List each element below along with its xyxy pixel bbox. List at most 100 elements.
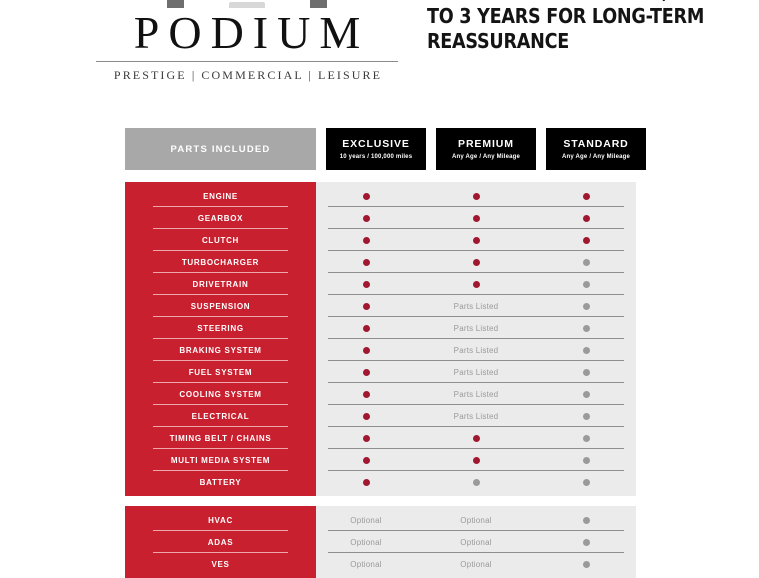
coverage-cell-standard bbox=[536, 390, 636, 398]
coverage-cell-exclusive bbox=[316, 192, 416, 200]
part-label: ADAS bbox=[207, 537, 234, 547]
brand-wordmark: PODIUM bbox=[133, 7, 370, 58]
not-covered-dot-icon bbox=[582, 390, 590, 398]
table-row bbox=[316, 207, 636, 229]
covered-dot-icon bbox=[362, 346, 370, 354]
covered-dot-icon bbox=[362, 302, 370, 310]
not-covered-dot-icon bbox=[582, 434, 590, 442]
brand-divider bbox=[96, 61, 398, 62]
part-label: HVAC bbox=[208, 515, 233, 525]
part-label: TIMING BELT / CHAINS bbox=[169, 433, 272, 443]
coverage-cell-text: Parts Listed bbox=[453, 367, 499, 377]
table-body: ENGINE GEARBOX CLUTCH TURBOCHARGER DRIVETRAI… bbox=[125, 182, 646, 496]
covered-dot-icon bbox=[362, 434, 370, 442]
table-row: ADAS bbox=[125, 531, 316, 553]
plan-sub-exclusive: 10 years / 100,000 miles bbox=[339, 154, 413, 160]
coverage-cell-exclusive bbox=[316, 280, 416, 288]
coverage-value-column: Parts Listed Parts Listed Parts Listed Part… bbox=[316, 182, 636, 496]
covered-dot-icon bbox=[362, 192, 370, 200]
not-covered-dot-icon bbox=[582, 478, 590, 486]
coverage-cell-exclusive bbox=[316, 478, 416, 486]
parts-included-label: PARTS INCLUDED bbox=[170, 143, 271, 155]
coverage-cell-standard bbox=[536, 538, 636, 546]
optional-label-column: HVAC ADAS VES bbox=[125, 506, 316, 578]
coverage-cell-premium: Parts Listed bbox=[426, 412, 526, 421]
coverage-cell-standard bbox=[536, 280, 636, 288]
not-covered-dot-icon bbox=[582, 324, 590, 332]
coverage-cell-standard bbox=[536, 478, 636, 486]
plan-name-exclusive: EXCLUSIVE bbox=[342, 138, 410, 150]
coverage-cell-premium bbox=[426, 478, 526, 486]
coverage-cell-premium bbox=[426, 280, 526, 288]
table-row: Parts Listed bbox=[316, 317, 636, 339]
column-header-premium[interactable]: PREMIUM Any Age / Any Mileage bbox=[436, 128, 536, 170]
table-row: Optional Optional bbox=[316, 531, 636, 553]
part-label: BRAKING SYSTEM bbox=[179, 345, 262, 355]
coverage-cell-premium: Parts Listed bbox=[426, 302, 526, 311]
table-row: Parts Listed bbox=[316, 361, 636, 383]
podium-riser-left-icon bbox=[167, 0, 184, 8]
table-row bbox=[316, 251, 636, 273]
coverage-cell-premium: Optional bbox=[426, 560, 526, 569]
covered-dot-icon bbox=[362, 236, 370, 244]
coverage-cell-standard bbox=[536, 412, 636, 420]
part-label: MULTI MEDIA SYSTEM bbox=[170, 455, 271, 465]
not-covered-dot-icon bbox=[472, 478, 480, 486]
part-label: DRIVETRAIN bbox=[192, 279, 249, 289]
brand-tagline: PRESTIGE | COMMERCIAL | LEISURE bbox=[113, 68, 383, 82]
part-label: SUSPENSION bbox=[190, 301, 251, 311]
table-row: ELECTRICAL bbox=[125, 405, 316, 427]
coverage-cell-exclusive bbox=[316, 324, 416, 332]
not-covered-dot-icon bbox=[582, 368, 590, 376]
covered-dot-icon bbox=[582, 236, 590, 244]
coverage-cell-premium bbox=[426, 456, 526, 464]
table-row: Parts Listed bbox=[316, 383, 636, 405]
podium-riser-right-icon bbox=[310, 0, 327, 8]
optional-coverage-table: HVAC ADAS VES Optional Optional Optional Opti… bbox=[125, 506, 646, 578]
coverage-cell-exclusive: Optional bbox=[316, 516, 416, 525]
part-label: ELECTRICAL bbox=[191, 411, 250, 421]
coverage-cell-exclusive bbox=[316, 258, 416, 266]
covered-dot-icon bbox=[362, 280, 370, 288]
coverage-cell-premium: Parts Listed bbox=[426, 324, 526, 333]
coverage-cell-exclusive bbox=[316, 346, 416, 354]
header-spacer bbox=[426, 128, 436, 170]
coverage-cell-standard bbox=[536, 236, 636, 244]
header-spacer bbox=[536, 128, 546, 170]
coverage-cell-standard bbox=[536, 368, 636, 376]
column-header-standard[interactable]: STANDARD Any Age / Any Mileage bbox=[546, 128, 646, 170]
coverage-cell-exclusive bbox=[316, 434, 416, 442]
coverage-cell-premium bbox=[426, 434, 526, 442]
coverage-cell-standard bbox=[536, 214, 636, 222]
coverage-cell-text: Parts Listed bbox=[453, 323, 499, 333]
column-header-exclusive[interactable]: EXCLUSIVE 10 years / 100,000 miles bbox=[326, 128, 426, 170]
coverage-cell-standard bbox=[536, 324, 636, 332]
table-row: GEARBOX bbox=[125, 207, 316, 229]
coverage-cell-standard bbox=[536, 434, 636, 442]
podium-graphic-icon bbox=[167, 0, 327, 8]
coverage-cell-premium: Parts Listed bbox=[426, 346, 526, 355]
coverage-cell-standard bbox=[536, 258, 636, 266]
covered-dot-icon bbox=[472, 214, 480, 222]
table-row: STEERING bbox=[125, 317, 316, 339]
covered-dot-icon bbox=[472, 456, 480, 464]
header-spacer bbox=[316, 128, 326, 170]
table-row: Optional Optional bbox=[316, 553, 636, 575]
table-row bbox=[316, 449, 636, 471]
table-row: FUEL SYSTEM bbox=[125, 361, 316, 383]
table-row: ENGINE bbox=[125, 185, 316, 207]
table-row: VES bbox=[125, 553, 316, 575]
optional-value-column: Optional Optional Optional Optional Optional… bbox=[316, 506, 636, 578]
coverage-cell-text: Optional bbox=[350, 559, 382, 569]
not-covered-dot-icon bbox=[582, 302, 590, 310]
part-label: TURBOCHARGER bbox=[181, 257, 260, 267]
table-row bbox=[316, 427, 636, 449]
parts-label-column: ENGINE GEARBOX CLUTCH TURBOCHARGER DRIVETRAI… bbox=[125, 182, 316, 496]
coverage-cell-standard bbox=[536, 516, 636, 524]
coverage-cell-text: Optional bbox=[350, 515, 382, 525]
page-header: PODIUM PRESTIGE | COMMERCIAL | LEISURE T… bbox=[0, 0, 759, 100]
coverage-cell-exclusive bbox=[316, 214, 416, 222]
covered-dot-icon bbox=[362, 390, 370, 398]
part-label: COOLING SYSTEM bbox=[179, 389, 262, 399]
covered-dot-icon bbox=[472, 280, 480, 288]
